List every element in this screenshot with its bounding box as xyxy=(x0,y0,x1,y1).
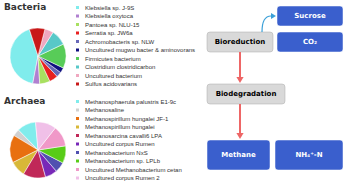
svg-text:Pantoea sp. NLU-15: Pantoea sp. NLU-15 xyxy=(85,22,140,28)
svg-text:Uncultured corpus Rumen: Uncultured corpus Rumen xyxy=(85,141,155,147)
svg-text:Archaea: Archaea xyxy=(4,96,45,106)
svg-text:Clostridium clostridicarbon: Clostridium clostridicarbon xyxy=(85,64,155,70)
svg-text:Uncultured corpus Rumen 2: Uncultured corpus Rumen 2 xyxy=(85,175,160,181)
svg-text:Firmicutes bacterium: Firmicutes bacterium xyxy=(85,56,141,62)
svg-text:Methanosaline: Methanosaline xyxy=(85,107,125,113)
svg-text:Methanosarcina cavalli6 LPA: Methanosarcina cavalli6 LPA xyxy=(85,133,162,139)
svg-text:Methanospirillum hungalei JF-1: Methanospirillum hungalei JF-1 xyxy=(85,116,169,122)
svg-text:Methanobacterium sp. LPLb: Methanobacterium sp. LPLb xyxy=(85,158,161,164)
svg-text:Methanospirillum hungalei: Methanospirillum hungalei xyxy=(85,124,155,130)
svg-text:Methane: Methane xyxy=(221,151,256,159)
svg-text:Uncultured Methanobacterium ce: Uncultured Methanobacterium cetan xyxy=(85,167,182,173)
svg-text:Bioreduction: Bioreduction xyxy=(215,38,265,46)
svg-text:Klebsiella oxytoca: Klebsiella oxytoca xyxy=(85,13,134,19)
svg-text:Achromobacteris sp. NLW: Achromobacteris sp. NLW xyxy=(85,39,155,45)
svg-text:CO₂: CO₂ xyxy=(303,38,317,46)
svg-text:Uncultured mugwu bacter & amin: Uncultured mugwu bacter & aminovorans xyxy=(85,47,195,53)
svg-text:Methanobacterium NxS: Methanobacterium NxS xyxy=(85,150,148,156)
svg-text:Serratia sp. JW6a: Serratia sp. JW6a xyxy=(85,30,133,36)
svg-text:Methanosphaerula palustris E1-: Methanosphaerula palustris E1-9c xyxy=(85,99,176,105)
svg-text:Biodegradation: Biodegradation xyxy=(216,90,277,98)
svg-text:Bacteria: Bacteria xyxy=(4,2,46,12)
svg-text:Sulfus acidovarians: Sulfus acidovarians xyxy=(85,81,137,87)
svg-text:Klebsiella sp. J-9S: Klebsiella sp. J-9S xyxy=(85,5,134,11)
svg-text:Sucrose: Sucrose xyxy=(294,12,326,20)
svg-text:Uncultured bacterium: Uncultured bacterium xyxy=(85,73,142,79)
svg-text:NH₄⁺-N: NH₄⁺-N xyxy=(295,151,322,159)
